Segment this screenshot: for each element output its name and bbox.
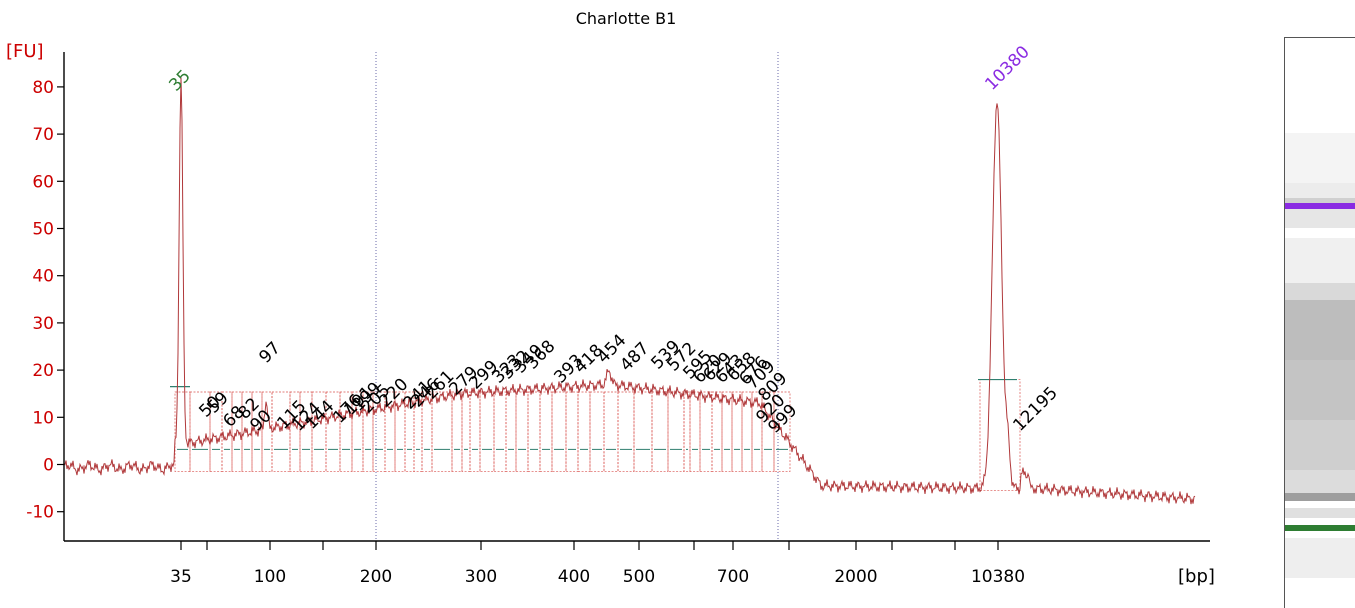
x-tick-label: 400	[558, 567, 590, 587]
peak-region-box	[527, 391, 541, 472]
electropherogram: Charlotte B1 [FU] [bp] -10 0 10 20 30 40 50 60 7…	[6, 9, 1215, 587]
gel-lane-image	[1284, 37, 1355, 608]
peak-region-box	[741, 391, 753, 472]
peak-region-box	[667, 391, 685, 472]
peak-region-box	[699, 391, 713, 472]
peak-region-box	[431, 391, 453, 472]
peak-region-box	[651, 391, 669, 472]
peak-region-box	[289, 391, 301, 472]
peak-region-box	[461, 391, 471, 472]
gel-band	[1285, 508, 1355, 518]
gel-band	[1285, 493, 1355, 501]
peak-region-box	[551, 391, 567, 472]
peak-region-box	[251, 391, 263, 472]
x-tick-label: 200	[360, 567, 392, 587]
x-axis-unit: [bp]	[1178, 566, 1215, 587]
gel-upper-marker-band	[1285, 203, 1355, 209]
peak-region-box	[505, 391, 517, 472]
peak-region-box	[721, 391, 733, 472]
x-tick-label: 2000	[834, 567, 877, 587]
peak-region-box	[515, 391, 529, 472]
gel-band	[1285, 420, 1355, 470]
peak-region-box	[565, 391, 579, 472]
peak-region-box	[731, 391, 743, 472]
gel-band	[1285, 133, 1355, 183]
peak-size-label: 12195	[1009, 383, 1061, 435]
gel-band	[1285, 538, 1355, 578]
peak-region-box	[493, 391, 507, 472]
peak-region-box	[241, 391, 253, 472]
x-tick-label: 700	[717, 567, 749, 587]
peak-region-box	[221, 391, 233, 472]
x-tick-label: 10380	[971, 567, 1025, 587]
peak-region-box	[451, 391, 463, 472]
y-tick-label: 20	[32, 361, 54, 381]
peak-region-box	[384, 391, 396, 472]
peak-region-box	[404, 391, 415, 472]
chart-title: Charlotte B1	[576, 9, 677, 28]
x-tick-label: 35	[170, 567, 192, 587]
peak-region-box	[479, 391, 495, 472]
peak-region-box	[577, 391, 591, 472]
peak-region-box	[589, 391, 605, 472]
peak-region-box	[683, 391, 691, 472]
x-tick-label: 300	[465, 567, 497, 587]
x-tick-label: 500	[623, 567, 655, 587]
peak-region-box	[979, 379, 1021, 491]
y-tick-label: -10	[26, 503, 54, 523]
peak-region-box	[539, 391, 553, 472]
peak-region-box	[633, 391, 653, 472]
peak-region-box	[751, 391, 763, 472]
peak-region-box	[469, 391, 481, 472]
gel-lower-marker-band	[1285, 525, 1355, 531]
y-tick-label: 70	[32, 125, 54, 145]
peak-region-box	[351, 391, 364, 472]
peak-region-box	[189, 391, 211, 472]
peak-region-box	[231, 391, 243, 472]
peak-region-box	[711, 391, 723, 472]
y-tick-label: 50	[32, 220, 54, 240]
y-tick-label: 10	[32, 408, 54, 428]
gel-band	[1285, 208, 1355, 228]
peak-size-label: 97	[255, 338, 284, 367]
y-axis-unit: [FU]	[6, 41, 44, 62]
gel-band	[1285, 300, 1355, 360]
gel-band	[1285, 470, 1355, 495]
y-tick-label: 60	[32, 172, 54, 192]
lower-marker-label: 35	[165, 66, 194, 95]
peak-region-box	[174, 391, 191, 472]
peak-region-box	[773, 391, 791, 472]
y-tick-label: 30	[32, 314, 54, 334]
gel-band	[1285, 360, 1355, 420]
y-tick-label: 40	[32, 267, 54, 287]
signal-trace	[63, 77, 1196, 505]
peak-region-box	[362, 391, 374, 472]
x-tick-label: 100	[254, 567, 286, 587]
peak-region-box	[325, 391, 341, 472]
y-tick-label: 80	[32, 78, 54, 98]
upper-marker-label: 10380	[981, 42, 1033, 94]
peak-region-box	[603, 391, 619, 472]
peak-region-box	[689, 391, 701, 472]
peak-region-box	[413, 391, 423, 472]
peak-region-box	[617, 391, 635, 472]
y-tick-label: 0	[43, 456, 54, 476]
